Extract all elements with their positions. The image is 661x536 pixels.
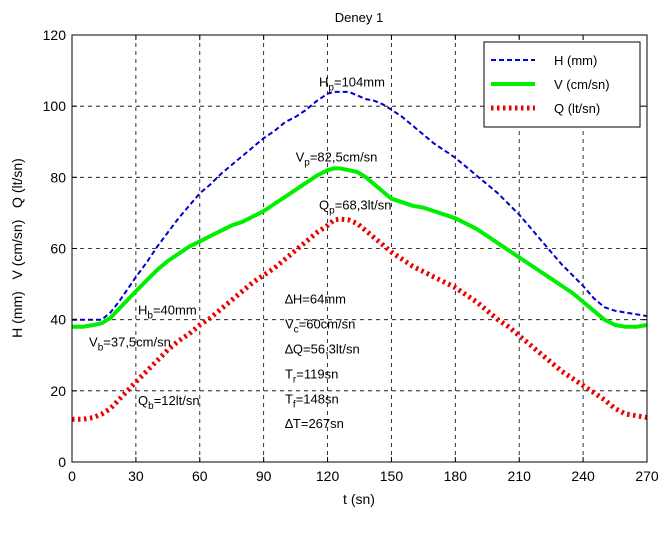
annotation-10: Tf=148sn [285, 391, 339, 410]
y-tick-label: 80 [50, 169, 66, 185]
annotation-base: ∆H=64mm [285, 292, 346, 307]
x-axis-label: t (sn) [343, 491, 375, 507]
annotation-11: ∆T=267sn [285, 416, 344, 431]
x-tick-label: 270 [635, 468, 659, 484]
annotation-base: H [319, 75, 328, 90]
legend-label-1: V (cm/sn) [554, 77, 610, 92]
y-tick-label: 0 [58, 454, 66, 470]
y-tick-label: 120 [43, 27, 67, 43]
x-tick-label: 30 [128, 468, 144, 484]
annotation-subscript: p [328, 83, 334, 94]
annotation-base: V [296, 149, 305, 164]
annotation-subscript: p [329, 205, 335, 216]
annotations-layer: Hp=104mmVp=82,5cm/snQp=68,3lt/snHb=40mmV… [89, 75, 391, 432]
legend-label-2: Q (lt/sn) [554, 101, 600, 116]
annotation-1: Vp=82,5cm/sn [296, 149, 378, 168]
annotation-base: H [138, 302, 147, 317]
y-tick-label: 20 [50, 383, 66, 399]
annotation-value: =104mm [334, 75, 385, 90]
annotation-value: =148sn [296, 391, 339, 406]
annotation-base: V [285, 317, 294, 332]
x-tick-label: 150 [380, 468, 404, 484]
annotation-value: =82,5cm/sn [310, 149, 378, 164]
annotation-subscript: p [304, 157, 310, 168]
grid-lines [72, 35, 647, 462]
annotation-subscript: c [294, 325, 299, 336]
legend: H (mm) V (cm/sn) Q (lt/sn) [483, 41, 641, 128]
x-tick-label: 180 [444, 468, 468, 484]
annotation-9: Tr=119sn [285, 366, 338, 385]
annotation-0: Hp=104mm [319, 75, 385, 94]
annotation-base: Q [319, 197, 329, 212]
series-line-1 [72, 166, 648, 329]
y-tick-label: 40 [50, 312, 66, 328]
annotation-value: =12lt/sn [154, 393, 200, 408]
annotation-base: Q [138, 393, 148, 408]
annotation-base: ∆Q=56,3lt/sn [285, 341, 360, 356]
annotation-value: =40mm [153, 302, 197, 317]
annotation-value: =37,5cm/sn [103, 334, 171, 349]
x-tick-label: 210 [508, 468, 532, 484]
annotation-3: Hb=40mm [138, 302, 197, 321]
annotation-value: =60cm/sn [299, 317, 356, 332]
annotation-5: Qb=12lt/sn [138, 393, 200, 412]
chart-title: Deney 1 [335, 10, 383, 25]
annotation-value: =68,3lt/sn [335, 197, 392, 212]
annotation-2: Qp=68,3lt/sn [319, 197, 391, 216]
annotation-subscript: b [148, 401, 154, 412]
y-tick-label: 100 [43, 98, 67, 114]
annotation-base: T [285, 391, 293, 406]
x-tick-label: 0 [68, 468, 76, 484]
annotation-base: ∆T=267sn [285, 416, 344, 431]
x-tick-label: 240 [571, 468, 595, 484]
y-axis-label: H (mm) V (cm/sn) Q (lt/sn) [9, 158, 25, 338]
annotation-base: T [285, 366, 293, 381]
annotation-base: V [89, 334, 98, 349]
series-line-2 [72, 216, 648, 422]
axis-ticks: 0 30 60 90 120 150 180 210 240 270 0 20 40 60 80 100 120 [43, 27, 659, 484]
annotation-subscript: b [98, 342, 104, 353]
series-line-0 [72, 90, 648, 321]
series-layer [72, 90, 648, 422]
y-tick-label: 60 [50, 241, 66, 257]
annotation-8: ∆Q=56,3lt/sn [285, 341, 360, 356]
legend-label-0: H (mm) [554, 53, 597, 68]
x-tick-label: 60 [192, 468, 208, 484]
x-tick-label: 120 [316, 468, 340, 484]
annotation-subscript: f [293, 399, 296, 410]
x-tick-label: 90 [256, 468, 272, 484]
annotation-6: ∆H=64mm [285, 292, 346, 307]
annotation-7: Vc=60cm/sn [285, 317, 355, 336]
annotation-subscript: b [147, 310, 153, 321]
annotation-subscript: r [293, 374, 297, 385]
annotation-4: Vb=37,5cm/sn [89, 334, 171, 353]
annotation-value: =119sn [296, 366, 338, 381]
